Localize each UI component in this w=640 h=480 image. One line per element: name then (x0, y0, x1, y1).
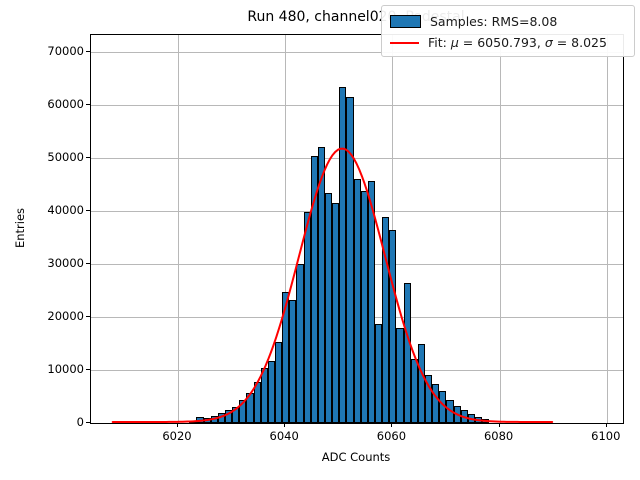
y-tick (86, 51, 90, 52)
histogram-bar (417, 344, 426, 423)
histogram-bar (196, 416, 204, 423)
legend-entry-fit: Fit: μ = 6050.793, σ = 8.025 (390, 32, 626, 53)
x-axis-label: ADC Counts (321, 450, 391, 464)
histogram-bar (317, 146, 325, 423)
histogram-bar (467, 413, 476, 423)
histogram-bar (482, 419, 490, 423)
histogram-bar (446, 399, 454, 423)
histogram-bar (410, 358, 418, 423)
histogram-bar (439, 391, 447, 423)
y-gridline (91, 105, 623, 106)
histogram-bar (210, 415, 218, 423)
histogram-bar (267, 360, 275, 423)
y-tick (86, 210, 90, 211)
x-gridline (499, 35, 501, 423)
histogram-bar (189, 420, 197, 423)
y-tick-label: 30000 (47, 256, 84, 270)
y-tick-label: 50000 (47, 150, 84, 164)
legend-fit-line-swatch (390, 41, 419, 44)
y-tick (86, 157, 90, 158)
histogram-bar (367, 180, 376, 423)
histogram-bar (282, 292, 290, 423)
legend-histogram-swatch (390, 15, 421, 28)
fit-label-prefix: Fit: (428, 35, 451, 50)
histogram-bar (274, 341, 283, 423)
y-tick (86, 316, 90, 317)
y-tick-label: 70000 (47, 44, 84, 58)
histogram-bar (353, 179, 361, 423)
y-tick-label: 40000 (47, 203, 84, 217)
x-tick-label: 6100 (591, 429, 621, 443)
histogram-bar (460, 410, 468, 423)
histogram-bar (382, 216, 390, 423)
x-gridline (606, 35, 608, 423)
x-tick-label: 6080 (483, 429, 514, 443)
histogram-bar (203, 418, 211, 423)
histogram-bar (475, 417, 483, 423)
histogram-bar (453, 405, 461, 423)
x-tick (284, 423, 286, 427)
histogram-bar (303, 211, 311, 423)
histogram-bar (325, 192, 333, 423)
y-tick (86, 263, 90, 264)
legend-entry-samples: Samples: RMS=8.08 (390, 11, 626, 32)
fit-label-mu-symbol: μ (450, 35, 459, 50)
histogram-bar (425, 375, 433, 423)
y-tick-label: 20000 (47, 309, 84, 323)
legend-fit-label: Fit: μ = 6050.793, σ = 8.025 (428, 35, 607, 50)
legend: Samples: RMS=8.08 Fit: μ = 6050.793, σ =… (381, 5, 635, 57)
histogram-bar (217, 413, 225, 423)
histogram-bar (260, 368, 268, 423)
histogram-bar (224, 410, 233, 423)
fit-label-mu-value: = 6050.793, (458, 35, 545, 50)
histogram-bar (332, 203, 340, 423)
histogram-bar (403, 283, 411, 423)
histogram-bar (396, 328, 404, 423)
x-tick (177, 423, 178, 427)
histogram-bar (296, 264, 304, 423)
histogram-bar (346, 97, 354, 423)
x-gridline (178, 35, 179, 423)
x-tick (605, 423, 607, 427)
legend-samples-label: Samples: RMS=8.08 (430, 14, 558, 29)
y-gridline (91, 158, 623, 159)
histogram-bar (253, 382, 261, 423)
y-tick-label: 10000 (47, 362, 84, 376)
histogram-bar (389, 229, 397, 423)
histogram-bar (246, 392, 254, 423)
y-tick-label: 60000 (47, 97, 84, 111)
x-tick (498, 423, 500, 427)
histogram-bar (375, 323, 383, 423)
histogram-bar (310, 155, 318, 423)
fit-label-sigma-symbol: σ (544, 35, 553, 50)
y-gridline (91, 52, 623, 53)
x-tick-label: 6060 (376, 429, 407, 443)
x-tick (391, 423, 393, 427)
histogram-bar (232, 406, 240, 423)
y-tick (86, 422, 90, 423)
plot-area (90, 34, 624, 424)
y-tick (86, 369, 90, 370)
histogram-bar (432, 384, 440, 423)
fit-label-sigma-value: = 8.025 (552, 35, 607, 50)
histogram-bar (289, 300, 297, 423)
x-tick-label: 6040 (269, 429, 299, 443)
y-tick-label: 0 (76, 415, 84, 429)
y-tick (86, 104, 90, 105)
histogram-bar (360, 191, 368, 423)
histogram-bar (339, 86, 347, 423)
x-tick-label: 6020 (162, 429, 192, 443)
histogram-bar (239, 400, 247, 423)
